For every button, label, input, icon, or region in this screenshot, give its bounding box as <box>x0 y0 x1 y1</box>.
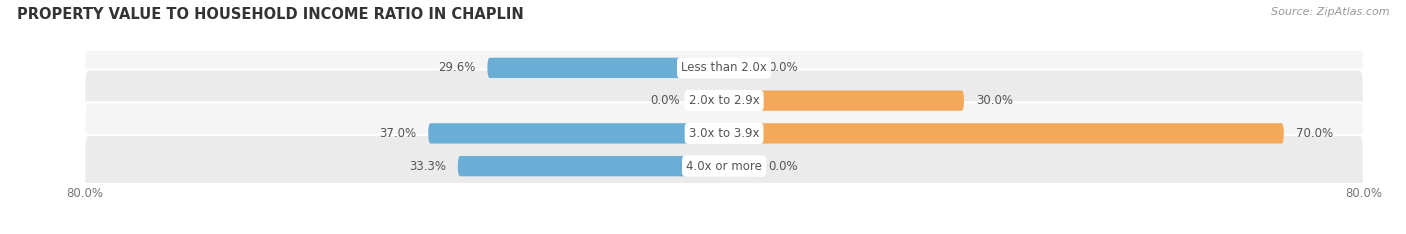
FancyBboxPatch shape <box>84 102 1364 165</box>
Text: 3.0x to 3.9x: 3.0x to 3.9x <box>689 127 759 140</box>
Text: 30.0%: 30.0% <box>976 94 1012 107</box>
FancyBboxPatch shape <box>724 123 1284 143</box>
Text: Less than 2.0x: Less than 2.0x <box>681 61 768 74</box>
FancyBboxPatch shape <box>724 91 965 111</box>
Text: 0.0%: 0.0% <box>651 94 681 107</box>
FancyBboxPatch shape <box>488 58 724 78</box>
Text: Source: ZipAtlas.com: Source: ZipAtlas.com <box>1271 7 1389 17</box>
Text: 0.0%: 0.0% <box>768 160 797 173</box>
Text: PROPERTY VALUE TO HOUSEHOLD INCOME RATIO IN CHAPLIN: PROPERTY VALUE TO HOUSEHOLD INCOME RATIO… <box>17 7 523 22</box>
Text: 33.3%: 33.3% <box>409 160 446 173</box>
Text: 70.0%: 70.0% <box>1296 127 1333 140</box>
FancyBboxPatch shape <box>724 58 756 78</box>
FancyBboxPatch shape <box>429 123 724 143</box>
FancyBboxPatch shape <box>724 156 756 176</box>
FancyBboxPatch shape <box>84 135 1364 197</box>
FancyBboxPatch shape <box>458 156 724 176</box>
Text: 2.0x to 2.9x: 2.0x to 2.9x <box>689 94 759 107</box>
Text: 29.6%: 29.6% <box>439 61 475 74</box>
FancyBboxPatch shape <box>692 91 724 111</box>
Text: 0.0%: 0.0% <box>768 61 797 74</box>
FancyBboxPatch shape <box>84 69 1364 132</box>
FancyBboxPatch shape <box>84 37 1364 99</box>
Text: 37.0%: 37.0% <box>380 127 416 140</box>
Text: 4.0x or more: 4.0x or more <box>686 160 762 173</box>
